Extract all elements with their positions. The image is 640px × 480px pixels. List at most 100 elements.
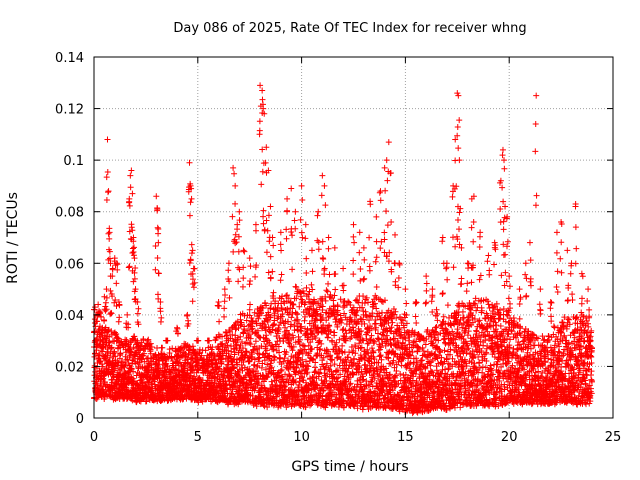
data-point (246, 306, 253, 313)
data-point (123, 337, 130, 344)
data-point (234, 383, 241, 390)
data-point (105, 340, 112, 347)
data-point (241, 312, 248, 319)
data-point (376, 353, 383, 360)
data-point (117, 350, 124, 357)
data-point (266, 339, 273, 346)
data-point (264, 373, 271, 380)
data-point (368, 332, 375, 339)
data-point (227, 335, 234, 342)
data-point (294, 316, 301, 323)
data-point (256, 354, 263, 361)
data-point (255, 315, 262, 322)
data-point (209, 344, 216, 351)
data-point (267, 314, 274, 321)
data-point (180, 382, 187, 389)
data-point (247, 335, 254, 342)
data-point (237, 322, 244, 329)
data-point (253, 320, 260, 327)
data-point (212, 356, 219, 362)
data-point (251, 356, 258, 363)
data-point (202, 347, 209, 354)
data-point (248, 355, 255, 362)
data-point (245, 330, 252, 337)
data-point (473, 307, 480, 314)
data-point (254, 362, 261, 369)
data-point (248, 315, 255, 322)
data-point (459, 308, 466, 315)
data-point (145, 336, 152, 343)
data-point (91, 350, 98, 357)
data-point (169, 345, 176, 352)
data-point (497, 322, 504, 329)
data-point (98, 347, 105, 354)
data-point (417, 357, 424, 364)
data-point (111, 348, 118, 355)
data-point (262, 299, 269, 306)
data-point (179, 345, 186, 352)
data-point (184, 356, 191, 363)
data-point (308, 345, 315, 352)
data-point (137, 342, 144, 349)
data-point (262, 343, 269, 350)
data-point (264, 318, 271, 325)
data-point (225, 347, 232, 354)
data-point (220, 352, 227, 359)
data-point (267, 360, 274, 367)
data-point (127, 345, 134, 352)
data-point (243, 317, 250, 324)
data-point (262, 350, 269, 357)
data-point (251, 309, 258, 316)
data-point (246, 340, 253, 347)
data-point (419, 344, 426, 351)
chart-title: Day 086 of 2025, Rate Of TEC Index for r… (173, 21, 526, 36)
data-point (243, 348, 250, 355)
data-point (159, 344, 166, 351)
data-point (231, 364, 238, 371)
data-point (126, 373, 133, 380)
data-point (248, 326, 255, 333)
data-point (260, 320, 267, 327)
data-point (106, 339, 113, 346)
data-point (196, 346, 203, 353)
data-point (216, 365, 223, 372)
data-point (179, 368, 186, 375)
data-point (128, 365, 135, 372)
data-point (258, 343, 265, 350)
data-point (240, 359, 247, 366)
data-point (237, 333, 244, 340)
data-point (336, 336, 343, 343)
data-point (261, 403, 268, 410)
data-point (456, 303, 463, 310)
data-point (252, 338, 259, 345)
data-point (476, 360, 483, 367)
data-point (254, 327, 261, 334)
data-point (228, 390, 235, 397)
data-point (93, 395, 100, 402)
data-point (130, 368, 137, 375)
data-point (114, 335, 121, 342)
data-point (176, 359, 183, 366)
data-point (219, 333, 226, 340)
data-point (228, 348, 235, 355)
data-point (361, 320, 368, 327)
data-point (389, 319, 396, 326)
data-point (235, 349, 242, 356)
data-point (151, 378, 158, 385)
data-point (397, 370, 404, 377)
data-point (244, 327, 251, 334)
data-point (261, 318, 268, 325)
data-point (238, 319, 245, 326)
data-point (141, 350, 148, 357)
data-point (125, 371, 132, 378)
data-point (112, 331, 119, 338)
data-point (148, 343, 155, 350)
data-point (239, 345, 246, 352)
data-point (95, 352, 102, 359)
data-point (119, 358, 126, 365)
data-point (186, 343, 193, 350)
data-point (254, 350, 261, 357)
data-point (239, 367, 246, 374)
data-point (98, 361, 105, 368)
data-point (161, 352, 168, 359)
